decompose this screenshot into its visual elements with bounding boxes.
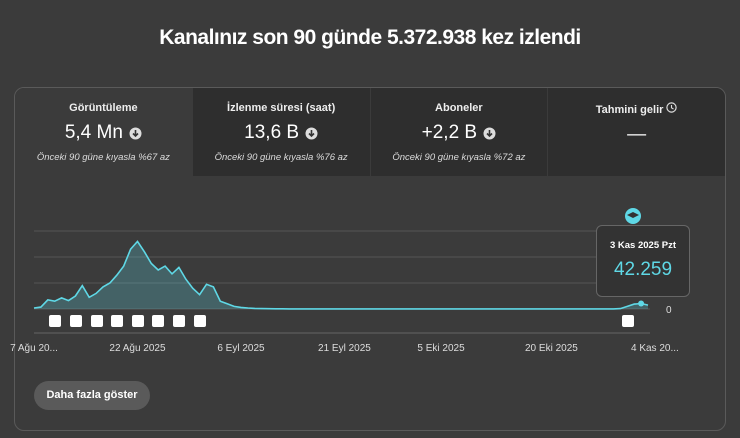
tooltip: 3 Kas 2025 Pzt 42.259 — [596, 225, 690, 297]
card-label-text: Tahmini gelir — [595, 104, 664, 116]
down-icon — [129, 127, 142, 139]
page-title: Kanalınız son 90 günde 5.372.938 kez izl… — [159, 26, 581, 49]
hover-point — [638, 300, 645, 307]
cards: Görüntüleme 5,4 Mn Önceki 90 güne kıyasla … — [15, 88, 725, 176]
down-icon — [483, 127, 496, 139]
card[interactable]: İzlenme süresi (saat) 13,6 B Önceki 90 gün… — [191, 88, 370, 176]
tooltip-date: 3 Kas 2025 Pzt — [609, 240, 676, 251]
show-more-button[interactable]: Daha fazla göster — [34, 381, 150, 410]
card-value: +2,2 B — [371, 122, 548, 144]
x-tick-label: 4 Kas 20... — [631, 343, 679, 354]
x-tick-label: 5 Eki 2025 — [417, 343, 465, 354]
card-label: İzlenme süresi (saat) — [227, 102, 336, 114]
card[interactable]: Aboneler +2,2 B Önceki 90 güne kıyasla %72… — [369, 88, 548, 176]
x-tick-label: 7 Ağu 20... — [10, 343, 58, 354]
card-note: Önceki 90 güne kıyasla %67 az — [36, 152, 170, 163]
panel: Görüntüleme 5,4 Mn Önceki 90 güne kıyasla … — [14, 87, 726, 431]
card-note: Önceki 90 güne kıyasla %72 az — [392, 152, 526, 163]
x-tick-label: 21 Eyl 2025 — [318, 343, 371, 354]
card-value: 5,4 Mn — [15, 122, 192, 144]
card-number: 13,6 B — [244, 122, 300, 143]
card-number: 5,4 Mn — [64, 122, 123, 143]
card-number: +2,2 B — [421, 122, 478, 143]
card-note: Önceki 90 güne kıyasla %76 az — [214, 152, 348, 163]
card-label: Görüntüleme — [69, 102, 138, 114]
x-tick-label: 22 Ağu 2025 — [109, 343, 166, 354]
card-value: 13,6 B — [193, 122, 370, 144]
x-tick-label: 20 Eki 2025 — [525, 343, 578, 354]
card[interactable]: Tahmini gelir — — [547, 88, 725, 176]
video-markers — [49, 315, 634, 327]
card-value: — — [627, 124, 647, 145]
line — [33, 240, 649, 310]
down-icon — [305, 127, 318, 139]
card-label: Tahmini gelir — [548, 102, 725, 116]
x-tick-label: 6 Eyl 2025 — [217, 343, 265, 354]
clock-icon — [666, 102, 678, 113]
y-tick-label: 0 — [666, 305, 672, 316]
cap-icon — [625, 208, 641, 224]
card-label: Aboneler — [435, 102, 483, 114]
card[interactable]: Görüntüleme 5,4 Mn Önceki 90 güne kıyasla … — [15, 88, 192, 176]
tooltip-value: 42.259 — [613, 259, 673, 280]
area — [34, 241, 648, 309]
